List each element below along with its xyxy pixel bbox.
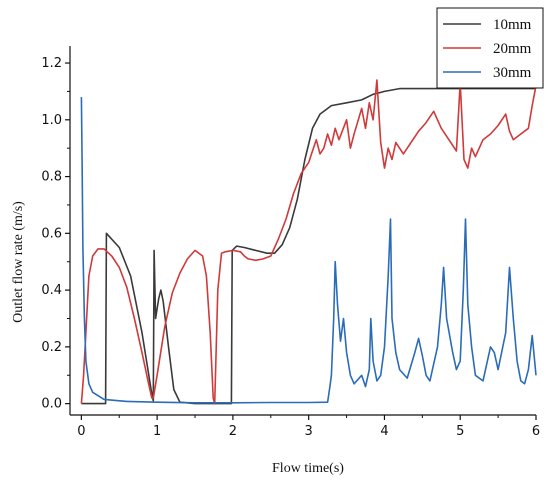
legend-label-10mm: 10mm [493, 17, 532, 33]
x-tick-label: 2 [229, 424, 237, 439]
series-line-20mm [80, 79, 537, 405]
x-tick-label: 6 [532, 424, 540, 439]
y-tick-label: 0.4 [41, 283, 62, 298]
x-tick-label: 4 [380, 424, 388, 439]
y-tick-label: 0.8 [41, 170, 62, 185]
x-tick-label: 3 [305, 424, 313, 439]
y-tick-label: 0.6 [41, 226, 62, 241]
series-layer [80, 79, 537, 405]
x-tick-label: 5 [456, 424, 464, 439]
series-line-10mm [81, 87, 536, 405]
series-line-30mm [80, 97, 537, 404]
y-axis-title: Outlet flow rate (m/s) [11, 201, 26, 323]
legend-label-30mm: 30mm [493, 65, 532, 81]
x-tick-label: 0 [77, 424, 85, 439]
legend: 10mm 20mm 30mm [436, 7, 544, 89]
x-axis-title: Flow time(s) [272, 461, 344, 476]
axes-layer: 0 1 2 3 4 5 6 0.0 0.2 0.4 0.6 0.8 1.0 1.2 [41, 46, 540, 439]
y-tick-label: 0.0 [41, 397, 62, 412]
y-tick-label: 1.2 [41, 56, 62, 71]
legend-label-20mm: 20mm [493, 41, 532, 57]
x-tick-label: 1 [153, 424, 161, 439]
y-tick-label: 1.0 [41, 113, 62, 128]
y-tick-label: 0.2 [41, 340, 62, 355]
